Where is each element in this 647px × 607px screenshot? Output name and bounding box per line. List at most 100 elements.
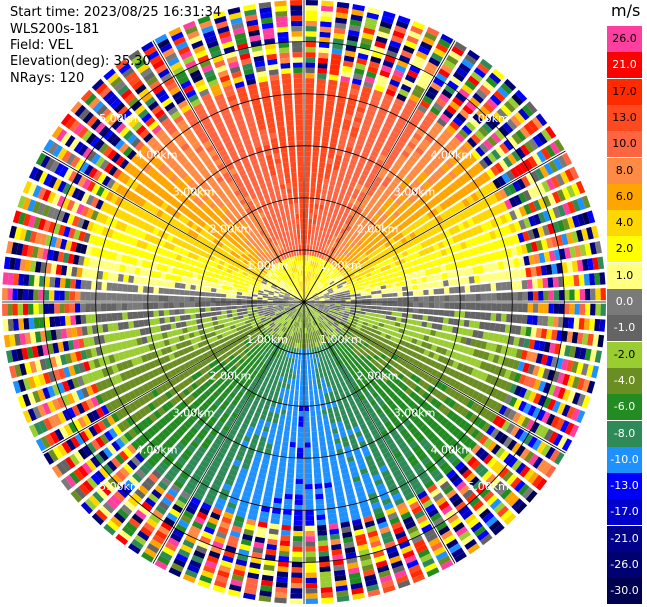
velocity-gate: [439, 212, 448, 221]
velocity-gate: [312, 374, 316, 380]
velocity-gate: [443, 59, 456, 70]
velocity-gate: [479, 84, 491, 96]
velocity-gate: [346, 252, 352, 258]
velocity-gate: [319, 241, 323, 248]
velocity-gate: [425, 90, 436, 101]
velocity-gate: [284, 393, 289, 400]
velocity-gate: [326, 286, 332, 290]
velocity-gate: [478, 126, 489, 138]
velocity-gate: [385, 253, 392, 259]
velocity-gate: [318, 252, 323, 259]
velocity-gate: [300, 327, 303, 334]
velocity-gate: [500, 104, 512, 117]
velocity-gate: [338, 86, 349, 93]
velocity-gate: [295, 353, 299, 359]
velocity-gate: [393, 272, 400, 278]
velocity-gate: [294, 494, 303, 500]
velocity-gate: [313, 358, 317, 364]
velocity-gate: [313, 267, 317, 273]
velocity-gate: [323, 281, 329, 286]
velocity-gate: [328, 391, 334, 398]
velocity-gate: [485, 119, 497, 131]
velocity-gate: [422, 181, 431, 190]
velocity-gate: [341, 183, 349, 190]
velocity-gate: [479, 274, 486, 283]
velocity-gate: [422, 95, 434, 105]
velocity-gate: [363, 232, 370, 239]
velocity-gate: [290, 431, 297, 438]
velocity-gate: [479, 321, 486, 330]
velocity-gate: [316, 219, 321, 226]
velocity-gate: [307, 234, 311, 240]
velocity-gate: [326, 95, 336, 102]
velocity-gate: [418, 184, 428, 194]
velocity-gate: [457, 200, 466, 210]
velocity-gate: [476, 213, 485, 223]
velocity-gate: [332, 287, 338, 291]
velocity-gate: [356, 256, 363, 262]
velocity-gate: [451, 167, 461, 177]
velocity-gate: [387, 112, 398, 121]
velocity-gate: [329, 280, 335, 285]
velocity-gate: [345, 45, 357, 53]
velocity-gate: [527, 119, 539, 133]
velocity-gate: [532, 291, 539, 301]
velocity-gate: [377, 272, 384, 278]
velocity-gate: [402, 297, 409, 302]
velocity-gate: [335, 203, 341, 210]
velocity-gate: [305, 67, 315, 74]
velocity-gate: [280, 535, 291, 542]
velocity-gate: [344, 113, 353, 121]
velocity-gate: [317, 524, 327, 531]
velocity-gate: [318, 545, 329, 552]
velocity-gate: [275, 487, 284, 494]
velocity-gate: [307, 332, 310, 339]
velocity-gate: [401, 220, 409, 228]
velocity-gate: [547, 316, 554, 327]
velocity-gate: [376, 294, 382, 298]
velocity-gate: [315, 498, 324, 505]
velocity-gate: [418, 75, 431, 85]
velocity-gate: [428, 302, 435, 308]
velocity-gate: [273, 497, 283, 504]
velocity-gate: [487, 152, 497, 164]
velocity-gate: [327, 211, 333, 218]
velocity-gate: [469, 96, 481, 108]
velocity-gate: [527, 303, 534, 313]
velocity-gate: [423, 66, 436, 76]
velocity-gate: [409, 64, 421, 74]
velocity-gate: [304, 333, 306, 339]
velocity-gate: [384, 54, 396, 64]
velocity-gate: [293, 405, 298, 412]
velocity-gate: [361, 302, 367, 305]
velocity-gate: [341, 241, 347, 247]
velocity-gate: [392, 297, 398, 302]
velocity-gate: [344, 207, 351, 214]
velocity-gate: [392, 162, 402, 171]
velocity-gate: [429, 173, 439, 183]
velocity-gate: [322, 290, 328, 294]
velocity-gate: [322, 289, 328, 293]
velocity-gate: [335, 302, 341, 304]
velocity-gate: [305, 46, 316, 53]
velocity-gate: [325, 497, 335, 504]
velocity-gate: [318, 230, 323, 237]
velocity-gate: [299, 400, 304, 407]
velocity-gate: [387, 184, 396, 193]
velocity-gate: [380, 167, 389, 175]
velocity-gate: [349, 131, 358, 139]
velocity-gate: [208, 326, 215, 332]
velocity-gate: [372, 193, 380, 201]
velocity-gate: [404, 234, 412, 242]
velocity-gate: [275, 587, 288, 594]
velocity-gate: [335, 154, 343, 161]
velocity-gate: [318, 550, 330, 557]
velocity-gate: [355, 290, 361, 294]
velocity-gate: [319, 31, 331, 38]
velocity-gate: [323, 126, 331, 133]
velocity-gate: [304, 297, 306, 302]
velocity-gate: [337, 251, 343, 258]
velocity-gate: [417, 104, 428, 114]
velocity-gate: [422, 36, 435, 46]
velocity-gate: [413, 296, 419, 302]
